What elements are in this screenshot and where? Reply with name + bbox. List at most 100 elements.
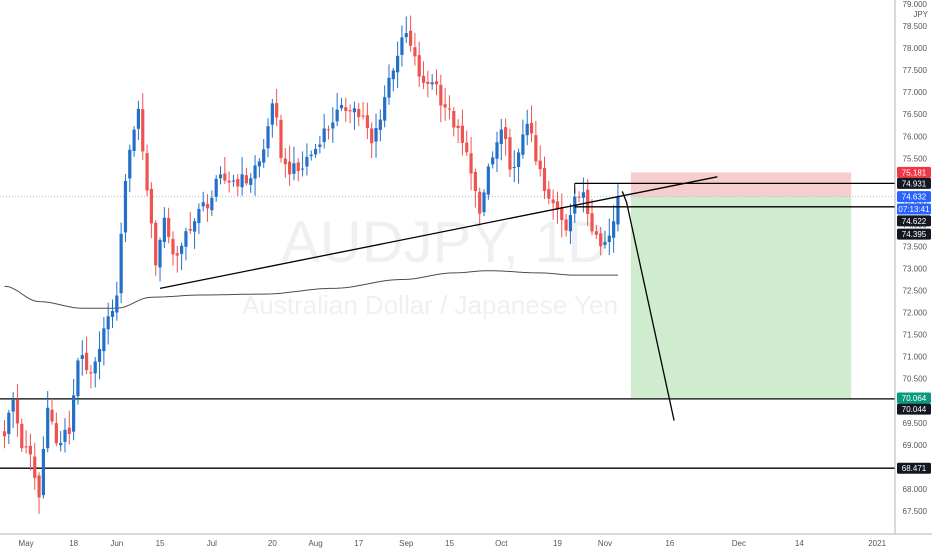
candle[interactable]	[154, 220, 158, 276]
candle[interactable]	[542, 156, 547, 200]
candle[interactable]	[102, 317, 106, 366]
candle[interactable]	[612, 205, 616, 253]
candle[interactable]	[84, 336, 89, 375]
candle[interactable]	[184, 227, 188, 261]
candle[interactable]	[227, 171, 231, 193]
candle[interactable]	[525, 109, 529, 146]
candle[interactable]	[231, 174, 236, 187]
candle[interactable]	[236, 174, 240, 196]
candle[interactable]	[594, 225, 598, 240]
candle[interactable]	[123, 174, 128, 243]
candle[interactable]	[175, 245, 179, 273]
candle[interactable]	[20, 418, 24, 452]
candle[interactable]	[305, 143, 309, 176]
candle[interactable]	[309, 150, 313, 161]
candle[interactable]	[452, 107, 456, 137]
candle[interactable]	[67, 410, 71, 445]
time-axis[interactable]: May 18 Jun 15 Jul 20 Aug 17 Sep 15 Oct 19 Nov 16 Dec 14…	[0, 533, 932, 550]
candle[interactable]	[97, 331, 102, 380]
candle[interactable]	[257, 158, 261, 178]
candle[interactable]	[495, 131, 499, 172]
take-profit-zone[interactable]	[630, 197, 852, 398]
candle[interactable]	[41, 436, 45, 499]
stop-loss-zone[interactable]	[630, 172, 852, 198]
candles-layer[interactable]	[2, 15, 620, 514]
candle[interactable]	[180, 242, 184, 271]
candle[interactable]	[218, 166, 223, 185]
candle[interactable]	[244, 167, 249, 186]
candle[interactable]	[80, 340, 84, 376]
candle[interactable]	[478, 187, 482, 226]
candle[interactable]	[318, 135, 322, 154]
candle[interactable]	[72, 378, 76, 441]
candle[interactable]	[266, 118, 270, 158]
candle[interactable]	[128, 144, 132, 193]
candle[interactable]	[192, 218, 197, 249]
candle[interactable]	[162, 207, 166, 249]
candle[interactable]	[292, 146, 296, 181]
candle[interactable]	[283, 148, 287, 178]
candle[interactable]	[460, 109, 465, 156]
candle[interactable]	[223, 157, 227, 184]
projection-path[interactable]	[621, 191, 675, 421]
candle[interactable]	[426, 70, 430, 98]
candle[interactable]	[119, 222, 123, 304]
candle[interactable]	[529, 105, 534, 143]
candle[interactable]	[564, 213, 568, 237]
candle[interactable]	[240, 157, 244, 196]
candle[interactable]	[136, 100, 141, 141]
drawings-layer[interactable]	[159, 176, 899, 421]
candle[interactable]	[106, 302, 110, 345]
candle[interactable]	[275, 88, 279, 127]
candle[interactable]	[603, 230, 607, 249]
candle[interactable]	[512, 150, 516, 183]
candle[interactable]	[417, 41, 421, 88]
candle[interactable]	[482, 189, 486, 217]
candle[interactable]	[50, 398, 54, 425]
candle[interactable]	[499, 118, 503, 161]
candle[interactable]	[469, 136, 473, 191]
candle[interactable]	[387, 64, 391, 105]
candle[interactable]	[508, 128, 512, 178]
candle[interactable]	[141, 93, 145, 160]
candle[interactable]	[590, 199, 594, 236]
candle[interactable]	[188, 211, 192, 234]
candle[interactable]	[11, 392, 15, 428]
candle[interactable]	[59, 431, 63, 452]
candle[interactable]	[262, 139, 266, 168]
candle[interactable]	[365, 102, 369, 140]
candle[interactable]	[210, 190, 214, 216]
candle[interactable]	[352, 101, 357, 130]
candle[interactable]	[400, 25, 404, 67]
candle[interactable]	[396, 41, 400, 88]
candle[interactable]	[279, 114, 283, 163]
candle[interactable]	[555, 191, 560, 224]
candle[interactable]	[568, 203, 573, 245]
candle[interactable]	[7, 409, 11, 445]
candle[interactable]	[2, 420, 7, 449]
candle[interactable]	[197, 203, 201, 235]
candle[interactable]	[491, 151, 495, 169]
candle[interactable]	[534, 120, 538, 166]
candle[interactable]	[253, 155, 257, 196]
candle[interactable]	[93, 357, 97, 388]
candle[interactable]	[607, 218, 611, 256]
candle[interactable]	[348, 104, 352, 124]
candle[interactable]	[538, 145, 542, 177]
candle[interactable]	[322, 113, 326, 149]
candle[interactable]	[201, 191, 205, 212]
candle[interactable]	[249, 173, 253, 193]
candle[interactable]	[516, 148, 521, 184]
candle[interactable]	[24, 430, 28, 454]
candle[interactable]	[115, 281, 119, 321]
candle[interactable]	[447, 95, 452, 120]
candle[interactable]	[167, 207, 171, 244]
candle[interactable]	[326, 125, 331, 140]
candle[interactable]	[46, 391, 50, 453]
candle[interactable]	[599, 226, 603, 256]
candle[interactable]	[421, 61, 426, 90]
candle[interactable]	[443, 88, 447, 121]
candle[interactable]	[344, 97, 348, 122]
candle[interactable]	[132, 126, 136, 157]
